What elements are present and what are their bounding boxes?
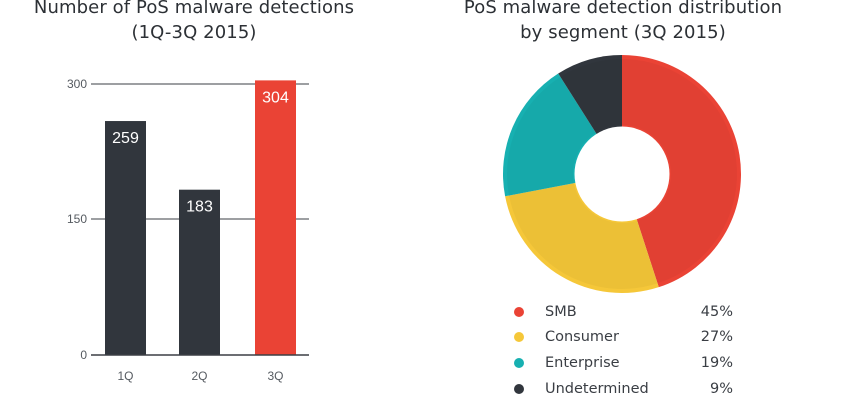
legend-label: Undetermined (545, 380, 649, 397)
legend-value: 19% (700, 354, 733, 371)
legend-dot-icon (514, 306, 524, 317)
bar-1Q (105, 121, 146, 355)
y-axis-ticks: 300 150 0 (67, 77, 87, 362)
category-label: 2Q (191, 369, 207, 383)
bar-value-label: 304 (262, 89, 289, 106)
donut-chart-title-line2: by segment (3Q 2015) (520, 22, 726, 43)
category-label: 3Q (267, 369, 283, 383)
legend-label: Consumer (545, 329, 619, 346)
legend-dot-icon (514, 357, 524, 368)
legend-value: 45% (700, 303, 733, 320)
bar-chart-title: Number of PoS malware detections (1Q-3Q … (0, 0, 388, 45)
bar-chart-title-line2: (1Q-3Q 2015) (131, 22, 257, 43)
legend-dot-icon (514, 383, 524, 394)
legend-label: SMB (545, 303, 577, 320)
bar-2Q (179, 189, 220, 355)
bar-chart: 300 150 0 259 183 304 1Q 2Q 3Q (67, 77, 309, 383)
legend-item-smb: SMB 45% (508, 299, 733, 325)
category-label: 1Q (117, 369, 133, 383)
legend-item-consumer: Consumer 27% (508, 325, 733, 351)
ytick-label: 150 (67, 212, 87, 226)
donut-chart-title: PoS malware detection distribution by se… (448, 0, 798, 45)
legend-dot-icon (514, 332, 524, 343)
donut-legend: SMB 45% Consumer 27% Enterprise 19% Unde… (508, 299, 733, 401)
legend-item-undetermined: Undetermined 9% (508, 376, 733, 401)
bar-value-label: 259 (112, 130, 139, 147)
donut-segment-smb (622, 55, 741, 288)
legend-value: 9% (709, 380, 733, 397)
legend-label: Enterprise (545, 354, 620, 371)
bars: 259 183 304 (105, 80, 296, 356)
ytick-label: 0 (80, 348, 87, 362)
x-axis-labels: 1Q 2Q 3Q (117, 369, 283, 383)
bar-3Q (255, 80, 296, 356)
bar-chart-title-line1: Number of PoS malware detections (33, 0, 355, 18)
bar-value-label: 183 (186, 199, 213, 216)
legend-item-enterprise: Enterprise 19% (508, 350, 733, 376)
legend-value: 27% (700, 329, 733, 346)
donut-chart-title-line1: PoS malware detection distribution (463, 0, 783, 18)
ytick-label: 300 (67, 77, 87, 91)
donut-hole (574, 126, 670, 222)
